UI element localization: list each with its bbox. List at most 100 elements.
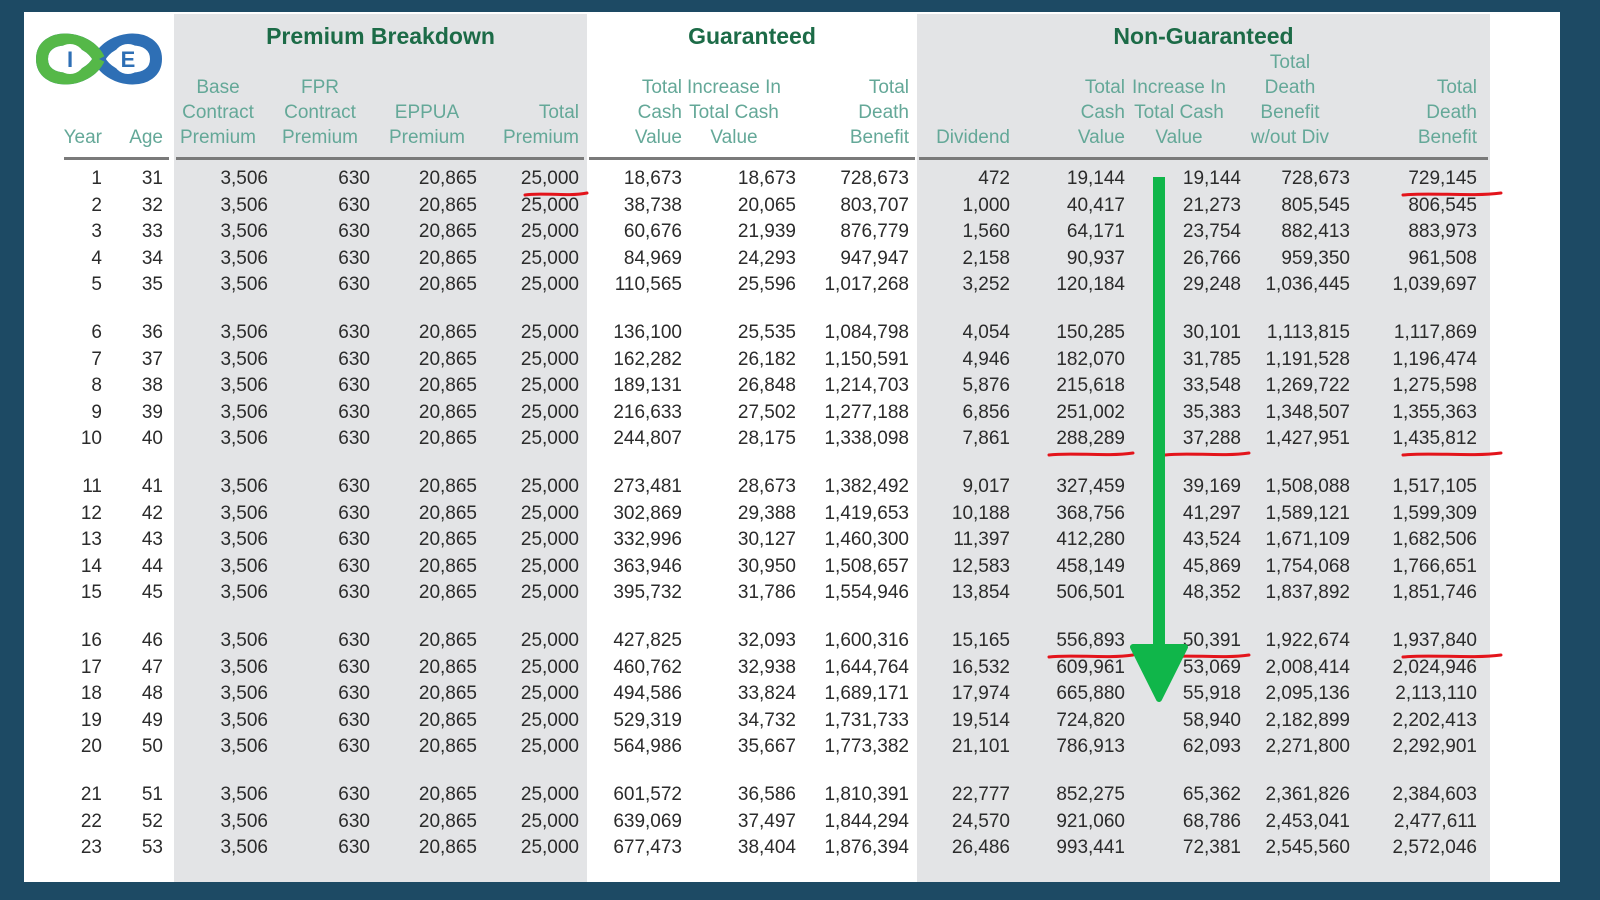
cell-g-increase: 25,535 [737, 322, 796, 343]
cell-g-death: 1,644,764 [824, 656, 909, 678]
logo-letter-i: I [67, 47, 73, 72]
cell-ng-increase: 23,754 [1182, 221, 1241, 242]
cell-age: 36 [141, 322, 163, 343]
col-header-eppua: EPPUA Premium [388, 102, 465, 148]
cell-fpr: 630 [338, 656, 370, 678]
header-rule-guaranteed [589, 157, 915, 160]
cell-ng-death-wo-div: 1,754,068 [1265, 555, 1350, 577]
cell-g-cash: 18,673 [623, 168, 682, 189]
table-row: 9 39 3,506 630 20,865 25,000 216,633 27,502 1,27… [24, 401, 1560, 425]
table-row: 6 36 3,506 630 20,865 25,000 136,100 25,535 1,08… [24, 321, 1560, 345]
col-header-g-increase: Increase In Total Cash Value [687, 77, 781, 148]
cell-age: 43 [141, 529, 163, 550]
cell-year: 23 [80, 837, 102, 858]
cell-ng-increase: 29,248 [1182, 274, 1241, 295]
cell-eppua: 20,865 [418, 348, 477, 370]
cell-ng-increase: 41,297 [1182, 502, 1241, 524]
cell-ng-death-wo-div: 2,271,800 [1265, 736, 1350, 757]
cell-year: 17 [80, 656, 102, 678]
cell-age: 42 [141, 502, 163, 524]
cell-ng-death: 1,682,506 [1392, 529, 1477, 550]
cell-base: 3,506 [220, 221, 268, 242]
cell-g-increase: 35,667 [737, 736, 796, 757]
cell-fpr: 630 [338, 247, 370, 269]
cell-ng-death: 2,572,046 [1392, 837, 1477, 858]
cell-total-premium: 25,000 [520, 582, 579, 603]
table-row: 21 51 3,506 630 20,865 25,000 601,572 36,586 1,8… [24, 783, 1560, 807]
cell-base: 3,506 [220, 428, 268, 449]
cell-ng-death-wo-div: 728,673 [1281, 168, 1350, 189]
cell-ng-cash: 368,756 [1056, 502, 1125, 524]
green-down-arrow-icon [1130, 177, 1188, 702]
cell-ng-death: 2,292,901 [1392, 736, 1477, 757]
cell-ng-death-wo-div: 1,508,088 [1265, 476, 1350, 497]
cell-g-cash: 136,100 [613, 322, 682, 343]
cell-g-death: 1,338,098 [824, 428, 909, 449]
cell-total-premium: 25,000 [520, 428, 579, 449]
cell-fpr: 630 [338, 736, 370, 757]
cell-year: 21 [80, 784, 102, 805]
cell-dividend: 19,514 [951, 709, 1010, 731]
cell-g-death: 1,277,188 [824, 401, 909, 423]
cell-g-death: 1,554,946 [824, 582, 909, 603]
cell-g-cash: 162,282 [613, 348, 682, 370]
cell-ng-death: 1,435,812 [1392, 428, 1477, 449]
cell-year: 11 [82, 476, 102, 497]
illustration-sheet: I E Premium Breakdown Guaranteed Non-Gua… [24, 12, 1560, 882]
cell-g-death: 1,084,798 [824, 322, 909, 343]
table-row: 19 49 3,506 630 20,865 25,000 529,319 34,732 1,7… [24, 709, 1560, 733]
cell-dividend: 5,876 [962, 375, 1010, 396]
cell-fpr: 630 [338, 168, 370, 189]
cell-fpr: 630 [338, 810, 370, 832]
cell-fpr: 630 [338, 529, 370, 550]
cell-g-death: 1,844,294 [824, 810, 909, 832]
cell-fpr: 630 [338, 582, 370, 603]
cell-base: 3,506 [220, 810, 268, 832]
group-header-guaranteed: Guaranteed [688, 23, 816, 49]
cell-ng-death-wo-div: 2,453,041 [1265, 810, 1350, 832]
cell-ng-increase: 48,352 [1182, 582, 1241, 603]
cell-ng-death-wo-div: 882,413 [1281, 221, 1350, 242]
cell-dividend: 11,397 [953, 529, 1010, 550]
cell-eppua: 20,865 [418, 630, 477, 651]
cell-g-increase: 32,093 [737, 630, 796, 651]
cell-ng-death-wo-div: 1,671,109 [1265, 529, 1350, 550]
cell-total-premium: 25,000 [520, 810, 579, 832]
cell-fpr: 630 [338, 221, 370, 242]
cell-base: 3,506 [220, 401, 268, 423]
cell-base: 3,506 [220, 476, 268, 497]
cell-ng-increase: 68,786 [1182, 810, 1241, 832]
cell-ng-death-wo-div: 1,589,121 [1265, 502, 1350, 524]
group-header-non-guaranteed: Non-Guaranteed [1113, 23, 1294, 49]
table-row: 22 52 3,506 630 20,865 25,000 639,069 37,497 1,8… [24, 810, 1560, 834]
cell-eppua: 20,865 [418, 221, 477, 242]
cell-age: 50 [141, 736, 163, 757]
cell-year: 1 [91, 168, 102, 189]
cell-g-death: 1,810,391 [824, 784, 909, 805]
cell-ng-cash: 40,417 [1066, 194, 1125, 216]
cell-g-cash: 564,986 [613, 736, 682, 757]
cell-g-death: 1,382,492 [824, 476, 909, 497]
cell-age: 40 [141, 428, 163, 449]
cell-g-increase: 27,502 [737, 401, 796, 423]
cell-total-premium: 25,000 [520, 709, 579, 731]
cell-ng-cash: 251,002 [1056, 401, 1125, 423]
cell-year: 2 [91, 194, 102, 216]
cell-fpr: 630 [338, 837, 370, 858]
cell-ng-cash: 993,441 [1056, 837, 1125, 858]
cell-dividend: 22,777 [951, 784, 1010, 805]
cell-ng-death: 961,508 [1408, 247, 1477, 269]
table-row: 3 33 3,506 630 20,865 25,000 60,676 21,939 876,7… [24, 220, 1560, 244]
cell-year: 10 [80, 428, 102, 449]
cell-base: 3,506 [220, 630, 268, 651]
cell-ng-death-wo-div: 1,036,445 [1265, 274, 1350, 295]
cell-ng-death-wo-div: 805,545 [1281, 194, 1350, 216]
cell-g-death: 1,600,316 [824, 630, 909, 651]
cell-age: 35 [141, 274, 163, 295]
col-header-age: Age [129, 127, 163, 148]
red-underline-ng-cash-row-16 [1047, 653, 1135, 659]
table-row: 7 37 3,506 630 20,865 25,000 162,282 26,182 1,15… [24, 348, 1560, 372]
cell-age: 49 [141, 709, 163, 731]
cell-g-cash: 60,676 [623, 221, 682, 242]
cell-base: 3,506 [220, 529, 268, 550]
